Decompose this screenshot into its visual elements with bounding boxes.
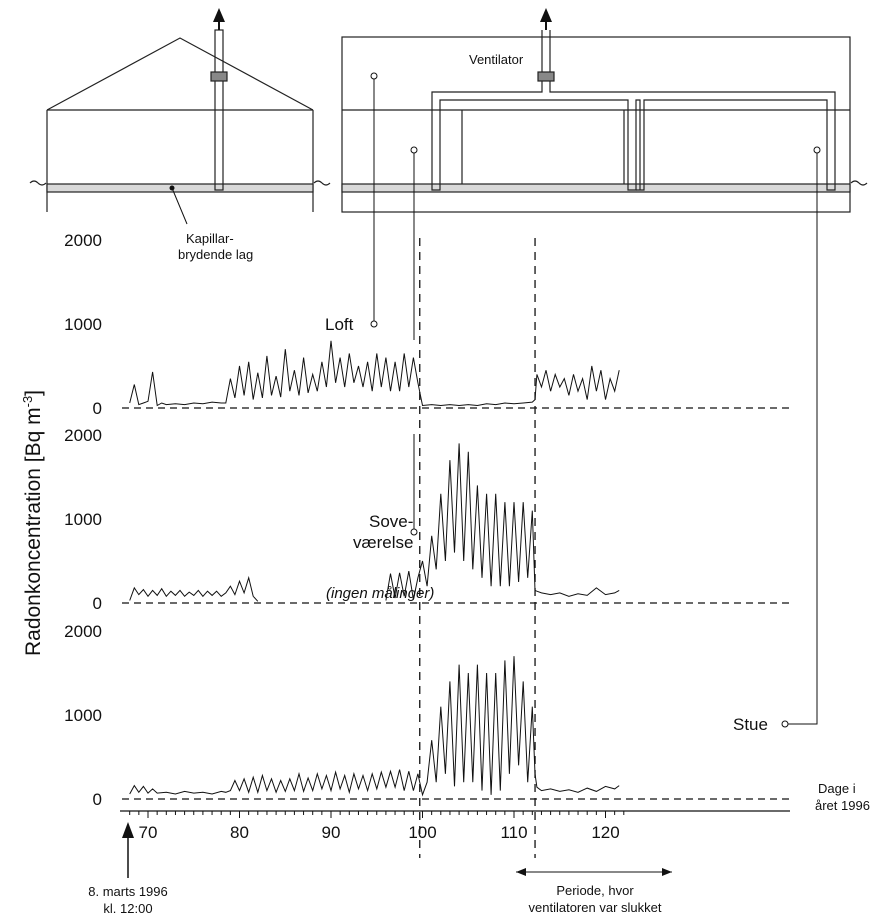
fan-off-period-lines — [419, 238, 536, 858]
period-label-2: ventilatoren var slukket — [529, 900, 662, 915]
x-axis-label-1: Dage i — [818, 781, 856, 796]
zero-lines — [122, 407, 790, 800]
x-axis-label-2: året 1996 — [815, 798, 870, 813]
y-ticks: 2000 1000 0 2000 1000 0 2000 1000 0 — [64, 231, 102, 809]
x-tick-label: 80 — [230, 823, 249, 842]
ytick-mid-1000: 1000 — [64, 510, 102, 529]
ytick-mid-2000: 2000 — [64, 426, 102, 445]
sensor-leaders — [370, 72, 821, 728]
x-tick-label: 110 — [500, 823, 527, 842]
ventilator-label: Ventilator — [469, 52, 524, 67]
ytick-bot-2000: 2000 — [64, 622, 102, 641]
kapillar-label-1: Kapillar- — [186, 231, 234, 246]
y-axis-label-sup: -3 — [20, 396, 35, 408]
ytick-bot-0: 0 — [93, 790, 102, 809]
series-line-loft — [129, 340, 620, 407]
y-axis-label: Radonkoncentration [Bq m-3] — [20, 390, 45, 656]
ytick-top-0: 0 — [93, 399, 102, 418]
start-label-2: kl. 12:00 — [103, 901, 152, 916]
ytick-bot-1000: 1000 — [64, 706, 102, 725]
series-line-stue — [129, 656, 620, 797]
series-line-sovevaerelse — [129, 443, 620, 602]
x-minor-ticks — [129, 811, 625, 818]
kapillar-label-2: brydende lag — [178, 247, 253, 262]
ytick-top-2000: 2000 — [64, 231, 102, 250]
x-tick-label: 120 — [591, 823, 619, 842]
stue-label: Stue — [733, 715, 768, 734]
y-axis-label-main: Radonkoncentration [Bq m — [22, 407, 45, 656]
house-without-ventilation-schematic — [29, 29, 331, 212]
exhaust-arrow-right — [540, 8, 552, 30]
house-with-ventilation-schematic — [341, 30, 868, 213]
ingen-label: (ingen målinger) — [326, 585, 434, 602]
period-label-1: Periode, hvor — [556, 883, 634, 898]
ytick-top-1000: 1000 — [64, 315, 102, 334]
x-tick-label: 100 — [408, 823, 436, 842]
kapillar-leader — [171, 187, 188, 225]
loft-label: Loft — [325, 315, 354, 334]
sove-label-1: Sove- — [369, 512, 413, 531]
ytick-mid-0: 0 — [93, 594, 102, 613]
sove-label-2: værelse — [353, 533, 413, 552]
exhaust-arrow-left — [213, 8, 225, 30]
period-arrow — [516, 868, 672, 876]
start-label-1: 8. marts 1996 — [88, 884, 168, 899]
x-tick-labels: 70 80 90 100 110 120 — [139, 823, 620, 842]
start-arrow — [122, 822, 134, 878]
y-axis-label-close: ] — [22, 390, 45, 396]
x-tick-label: 90 — [322, 823, 341, 842]
x-tick-label: 70 — [139, 823, 158, 842]
